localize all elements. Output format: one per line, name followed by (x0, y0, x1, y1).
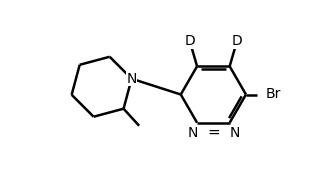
Text: Br: Br (265, 88, 281, 101)
Text: D: D (232, 34, 242, 48)
Text: =: = (207, 125, 220, 140)
Text: D: D (185, 34, 195, 48)
Text: N: N (126, 72, 137, 86)
Text: N: N (187, 126, 198, 140)
Text: N: N (229, 126, 239, 140)
